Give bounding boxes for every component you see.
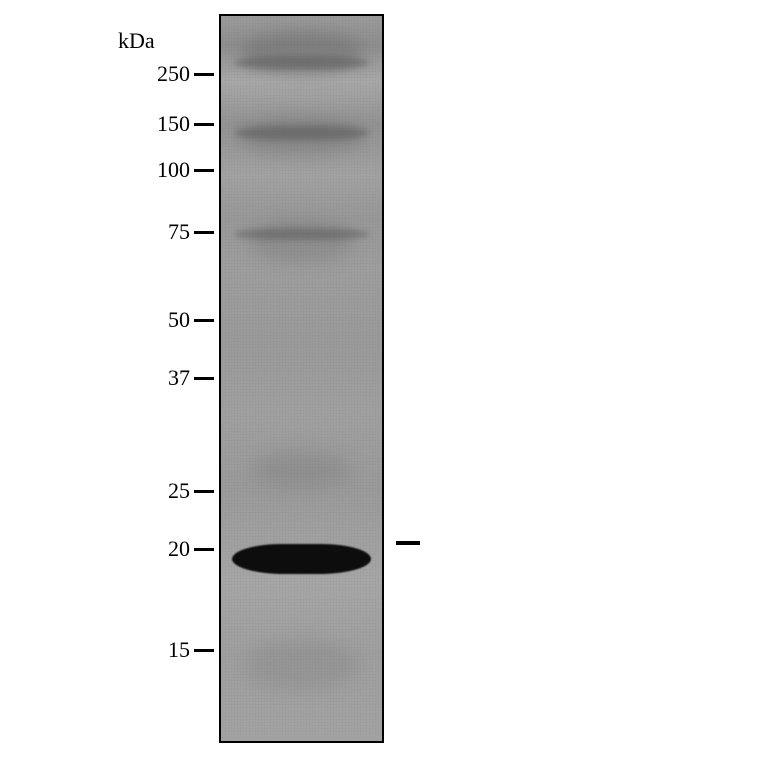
- ladder-tick: [194, 548, 214, 551]
- ladder-label: 15: [130, 637, 190, 663]
- ladder-tick: [194, 231, 214, 234]
- faint-band: [234, 228, 369, 240]
- ladder-tick: [194, 377, 214, 380]
- lane-smudge: [250, 219, 353, 263]
- unit-label: kDa: [118, 28, 155, 54]
- ladder-tick: [194, 649, 214, 652]
- ladder-label: 75: [130, 219, 190, 245]
- ladder-tick: [194, 169, 214, 172]
- band-indicator: [396, 541, 420, 545]
- ladder-label: 20: [130, 536, 190, 562]
- ladder-label: 100: [130, 157, 190, 183]
- ladder-label: 150: [130, 111, 190, 137]
- main-band: [232, 544, 370, 574]
- ladder-tick: [194, 319, 214, 322]
- faint-band: [234, 126, 369, 140]
- blot-figure: kDa 250 150 100 75 50 37 25 20 15: [0, 0, 764, 764]
- ladder-label: 25: [130, 478, 190, 504]
- blot-lane: [219, 14, 384, 743]
- faint-band: [234, 56, 369, 70]
- lane-smudge: [245, 640, 358, 691]
- ladder-label: 250: [130, 61, 190, 87]
- ladder-tick: [194, 73, 214, 76]
- ladder-tick: [194, 490, 214, 493]
- ladder-label: 50: [130, 307, 190, 333]
- lane-smudge: [253, 451, 350, 487]
- ladder-tick: [194, 123, 214, 126]
- ladder-label: 37: [130, 365, 190, 391]
